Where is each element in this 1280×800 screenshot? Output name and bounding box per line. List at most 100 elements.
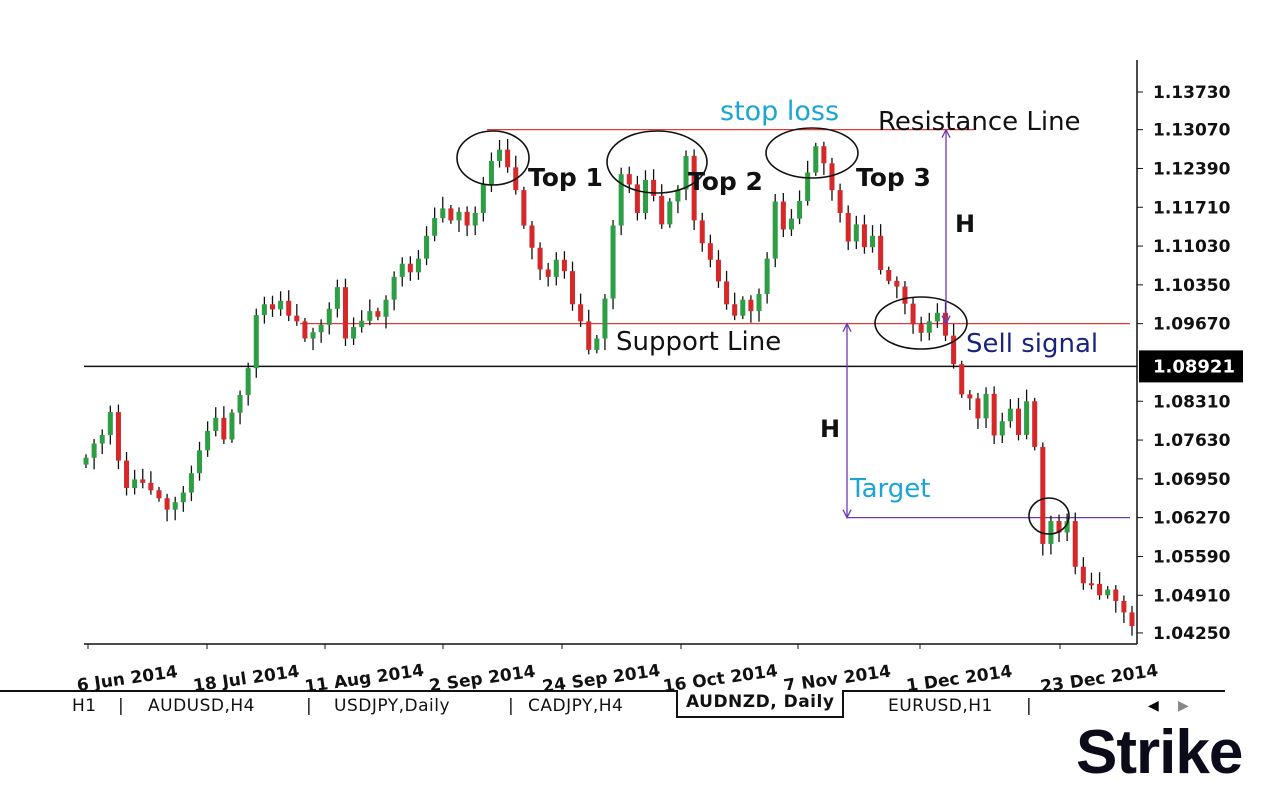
candle-body (180, 492, 186, 503)
height-label-lower: H (820, 415, 840, 443)
candle-body (464, 211, 470, 226)
candle-body (456, 211, 462, 221)
height-arrow-upper-head-bottom (941, 315, 951, 326)
candle-body (618, 174, 624, 226)
candle-body (148, 482, 154, 491)
candle-body (821, 146, 827, 164)
candle-body (691, 155, 697, 221)
candle-body (261, 304, 267, 316)
candle-body (205, 430, 211, 451)
candle-body (732, 304, 738, 316)
tab-cadjpy-h4[interactable]: CADJPY,H4 (528, 696, 624, 716)
candle-body (967, 394, 973, 399)
candle-body (529, 225, 535, 248)
logo-text: Strike (1076, 718, 1243, 787)
candle-body (918, 324, 924, 333)
candle-body (870, 235, 876, 248)
candle-body (1097, 583, 1103, 596)
candle-body (642, 179, 649, 213)
candle-body (999, 421, 1005, 436)
candle-body (472, 212, 478, 226)
y-tick-label: 1.13070 (1153, 121, 1231, 141)
candle-body (140, 479, 146, 483)
tab-audusd-h4[interactable]: AUDUSD,H4 (148, 696, 255, 716)
candle-body (229, 412, 235, 440)
candle-body (894, 280, 900, 287)
candle-body (342, 287, 348, 339)
candle-body (375, 311, 381, 317)
scroll-right-icon[interactable]: ▶ (1178, 698, 1189, 714)
candle-body (878, 235, 884, 271)
candle-body (432, 218, 438, 236)
candle-body (886, 270, 892, 281)
height-label-upper: H (955, 210, 975, 238)
resistance-line-label: Resistance Line (878, 107, 1081, 137)
tab-audnzd-daily[interactable]: AUDNZD, Daily (676, 690, 845, 718)
stop-loss-label: stop loss (720, 96, 839, 127)
candle-body (383, 299, 389, 317)
candle-body (569, 271, 576, 305)
candle-body (164, 498, 170, 510)
y-tick-label: 1.12390 (1153, 159, 1231, 179)
candle-body (188, 473, 194, 493)
top3-marker (765, 127, 859, 179)
y-tick-label: 1.08310 (1153, 392, 1231, 412)
candle-body (359, 320, 365, 328)
y-tick-label: 1.04250 (1153, 624, 1231, 644)
strike-logo: Strike (1076, 718, 1243, 788)
current-price-label: 1.08921 (1153, 356, 1235, 377)
top2-marker (606, 130, 708, 194)
candle-body (772, 201, 778, 259)
tab-eurusd-h1[interactable]: EURUSD,H1 (888, 696, 993, 716)
candle-body (1088, 583, 1094, 586)
candle-body (926, 321, 932, 333)
candle-body (610, 225, 616, 299)
candle-body (91, 443, 97, 458)
candle-body (1105, 589, 1111, 596)
candle-body (407, 263, 413, 273)
current-price-badge (1139, 350, 1243, 383)
candle-body (902, 286, 908, 304)
candle-body (237, 394, 243, 413)
candle-body (286, 300, 292, 316)
top1-marker (456, 130, 530, 186)
candle-body (1113, 589, 1119, 601)
y-tick-label: 1.10350 (1153, 276, 1231, 296)
candle-body (1007, 408, 1013, 422)
top3-label: Top 3 (856, 163, 931, 192)
candle-body (764, 258, 770, 294)
candle-body (367, 311, 373, 321)
candle-body (659, 195, 665, 225)
candle-body (805, 172, 811, 201)
candle-body (1080, 566, 1086, 584)
candle-body (942, 312, 949, 336)
tab-h1[interactable]: H1 (72, 696, 97, 716)
candle-body (983, 393, 989, 419)
candle-body (1056, 521, 1062, 533)
candle-body (245, 368, 251, 395)
top1-label: Top 1 (528, 163, 603, 192)
candle-body (553, 259, 559, 277)
y-tick-label: 1.07630 (1153, 431, 1231, 451)
candle-body (83, 457, 89, 465)
candle-body (959, 364, 965, 395)
candle-body (488, 161, 494, 185)
scroll-left-icon[interactable]: ◀ (1148, 698, 1159, 714)
candle-body (545, 269, 551, 277)
candle-body (586, 321, 592, 350)
tab-usdjpy-daily[interactable]: USDJPY,Daily (334, 696, 451, 716)
sell-signal-label: Sell signal (966, 329, 1098, 359)
candle-body (1040, 446, 1046, 544)
candle-body (626, 174, 632, 185)
candle-body (683, 155, 689, 190)
height-arrow-lower-head-bottom (842, 509, 852, 520)
candle-body (440, 208, 446, 219)
candle-body (156, 490, 162, 499)
candle-body (934, 312, 940, 322)
support-line-label: Support Line (616, 327, 781, 357)
candle-body (497, 149, 503, 162)
y-tick-label: 1.06270 (1153, 509, 1231, 529)
candle-body (813, 146, 819, 173)
y-tick-label: 1.04910 (1153, 586, 1231, 606)
